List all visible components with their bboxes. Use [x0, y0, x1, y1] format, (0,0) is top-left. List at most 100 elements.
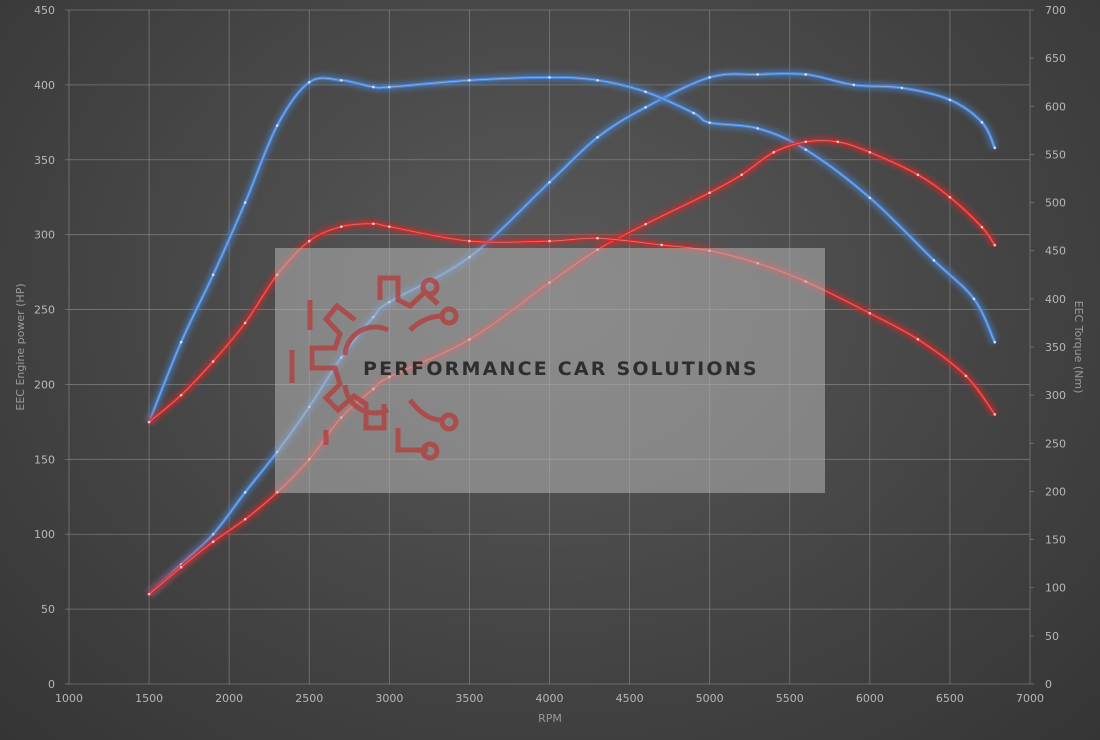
- y-left-tick-label: 50: [41, 603, 55, 616]
- y-left-tick-label: 100: [34, 528, 55, 541]
- series-point: [836, 140, 840, 144]
- y-right-tick-label: 450: [1045, 245, 1066, 258]
- y-right-tick-label: 550: [1045, 148, 1066, 161]
- series-point: [147, 420, 151, 424]
- series-point: [993, 243, 997, 247]
- series-line-highlight: [148, 73, 996, 595]
- x-tick-label: 6000: [856, 692, 884, 705]
- series-point: [211, 540, 215, 544]
- x-tick-label: 5500: [776, 692, 804, 705]
- series-point: [548, 180, 551, 184]
- y-left-tick-label: 200: [34, 378, 55, 391]
- y-right-tick-label: 600: [1045, 100, 1066, 113]
- x-tick-label: 2500: [295, 692, 323, 705]
- series-point: [740, 173, 743, 177]
- x-tick-label: 1000: [55, 692, 83, 705]
- series-point: [756, 127, 760, 130]
- series-point: [993, 146, 997, 150]
- series-point: [243, 201, 247, 204]
- series-point: [948, 195, 952, 199]
- series-point: [179, 340, 183, 344]
- series-point: [868, 196, 872, 200]
- series-point: [307, 80, 311, 84]
- y-right-tick-label: 350: [1045, 341, 1066, 354]
- y-right-tick-label: 100: [1045, 582, 1066, 595]
- y-left-tick-label: 0: [48, 678, 55, 691]
- series-point: [644, 106, 647, 109]
- series-point: [179, 565, 183, 569]
- series-point: [804, 73, 808, 76]
- y-right-tick-label: 300: [1045, 389, 1066, 402]
- series-point: [596, 78, 599, 82]
- x-tick-label: 3000: [375, 692, 403, 705]
- series-lines: [144, 69, 999, 598]
- series-point: [211, 360, 215, 363]
- y-left-tick-label: 350: [34, 154, 55, 167]
- series-1: [144, 72, 999, 424]
- series-point: [372, 85, 375, 89]
- y-right-tick-label: 700: [1045, 4, 1066, 17]
- series-point: [388, 85, 391, 89]
- x-tick-label: 3500: [455, 692, 483, 705]
- series-point: [596, 236, 599, 240]
- series-point: [916, 173, 920, 177]
- series-point: [548, 76, 551, 79]
- y-right-tick-label: 250: [1045, 437, 1066, 450]
- x-tick-label: 5000: [696, 692, 724, 705]
- series-point: [596, 136, 599, 139]
- series-point: [388, 225, 391, 228]
- x-axis-title: RPM: [538, 712, 562, 725]
- y-left-tick-label: 250: [34, 304, 55, 317]
- series-point: [804, 148, 808, 151]
- series-line: [147, 222, 997, 424]
- y-axis-right-title: EEC Torque (Nm): [1072, 301, 1085, 394]
- series-point: [468, 78, 471, 82]
- series-point: [548, 239, 551, 243]
- y-right-tick-label: 0: [1045, 678, 1052, 691]
- series-point: [339, 225, 343, 228]
- y-left-tick-label: 400: [34, 79, 55, 92]
- series-point: [972, 297, 976, 301]
- series-point: [772, 150, 776, 154]
- series-point: [339, 78, 343, 82]
- series-point: [916, 337, 920, 341]
- series-point: [243, 321, 247, 325]
- series-point: [211, 532, 215, 536]
- series-point: [932, 259, 936, 262]
- watermark-box: [275, 248, 825, 493]
- watermark: PERFORMANCE CAR SOLUTIONS: [275, 248, 825, 493]
- y-right-tick-label: 150: [1045, 534, 1066, 547]
- x-tick-label: 6500: [936, 692, 964, 705]
- y-right-tick-label: 50: [1045, 630, 1059, 643]
- y-right-tick-label: 200: [1045, 485, 1066, 498]
- y-left-tick-label: 300: [34, 229, 55, 242]
- y-left-tick-label: 150: [34, 453, 55, 466]
- series-point: [993, 413, 997, 416]
- y-right-tick-label: 500: [1045, 197, 1066, 210]
- series-point: [243, 517, 247, 521]
- series-point: [804, 140, 808, 144]
- series-point: [468, 239, 471, 243]
- y-right-tick-label: 400: [1045, 293, 1066, 306]
- watermark-text: PERFORMANCE CAR SOLUTIONS: [363, 358, 759, 380]
- x-tick-label: 4000: [536, 692, 564, 705]
- series-point: [692, 111, 695, 115]
- series-point: [660, 243, 663, 247]
- series-point: [980, 121, 984, 124]
- series-point: [756, 73, 760, 76]
- series-point: [868, 312, 872, 315]
- series-point: [852, 83, 856, 87]
- series-point: [948, 98, 952, 102]
- x-tick-label: 7000: [1016, 692, 1044, 705]
- series-point: [644, 222, 647, 226]
- series-line: [147, 75, 997, 424]
- series-point: [708, 191, 711, 195]
- series-point: [211, 273, 215, 277]
- series-point: [993, 340, 997, 344]
- x-tick-label: 4500: [616, 692, 644, 705]
- series-point: [275, 124, 279, 127]
- series-line-highlight: [148, 76, 996, 423]
- series-line: [147, 72, 997, 596]
- y-right-tick-label: 650: [1045, 52, 1066, 65]
